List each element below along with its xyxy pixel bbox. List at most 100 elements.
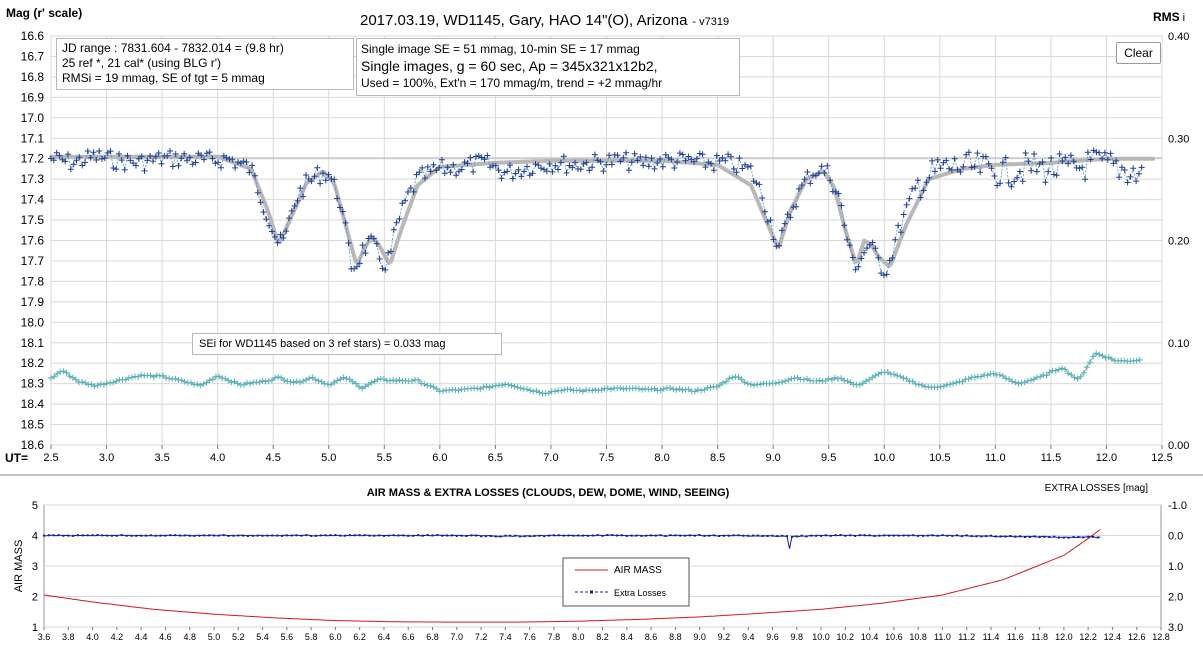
rms-point [971,374,978,381]
bottom-y2-tick-label: -1.0 [1168,500,1187,512]
extra-losses-point [315,534,317,537]
extra-losses-point [1048,536,1051,538]
target-point [1070,158,1077,165]
rms-point [831,374,838,381]
y2-axis-label-main: RMS [1153,10,1180,24]
extra-losses-point [591,534,594,537]
rms-point [362,383,369,390]
target-point [988,165,995,172]
target-point [912,185,919,192]
target-point [657,156,664,162]
target-point [56,152,63,159]
rms-point [648,386,655,393]
extra-losses-point [499,535,502,538]
extra-losses-point [450,534,453,537]
target-point [303,172,309,178]
target-point [467,154,474,161]
extra-losses-point [674,534,677,537]
target-point [708,160,715,167]
rms-point [300,378,306,385]
target-point [662,151,669,158]
target-point [685,153,692,160]
target-point [1050,171,1057,178]
rms-point [915,381,922,388]
rms-point [309,374,316,381]
extra-losses-point [62,534,65,537]
rms-point [872,372,879,379]
target-point [515,166,522,173]
extra-losses-point [465,535,468,537]
rms-point [508,382,515,389]
rms-point [272,374,278,381]
rms-point [884,369,891,376]
target-point [560,153,567,160]
extra-losses-point [586,534,589,537]
target-point [761,208,768,215]
target-point [971,163,978,170]
rms-point [729,374,736,381]
target-point [872,245,879,252]
target-point [844,236,851,243]
rms-point [197,382,204,389]
bottom-x-tick-label: 11.0 [934,632,951,642]
rms-point [738,376,745,383]
target-point [931,168,938,175]
rms-point [779,379,785,385]
rms-point [863,378,869,384]
extra-losses-point [247,535,249,537]
rms-point [990,370,997,377]
rms-series [48,350,1143,397]
target-point [625,167,632,174]
rms-point [94,382,101,389]
extra-losses-point [412,534,415,537]
bottom-chart: AIR MASS & EXTRA LOSSES (CLOUDS, DEW, DO… [0,474,1203,642]
bottom-x-tick-label: 8.0 [572,632,585,642]
target-point [1011,178,1018,185]
rms-point [803,375,810,382]
extra-losses-point [849,534,852,537]
rms-point [1009,378,1016,385]
target-point [424,163,431,170]
bottom-x-tick-label: 11.8 [1031,632,1048,642]
rms-point [433,385,440,392]
target-point [614,152,621,159]
target-point [218,164,224,171]
x-tick-label: 5.0 [321,452,336,464]
rms-point [474,385,481,392]
rms-point [701,386,708,393]
extra-losses-point [960,535,963,538]
extra-losses-point [975,535,978,538]
extra-losses-point [198,534,201,537]
target-point [388,248,394,255]
rms-point [356,383,362,390]
rms-point [100,381,107,388]
extra-losses-point [698,534,701,536]
se-note: SEi for WD1145 based on 3 ref stars) = 0… [192,333,502,355]
extra-losses-point [353,534,356,537]
target-point [654,160,661,166]
extra-losses-point [460,534,463,537]
extra-losses-point [43,534,45,537]
rms-point [1093,350,1100,357]
target-point [744,164,751,170]
target-point [991,173,998,179]
extra-losses-point [829,534,832,537]
rms-point [741,379,748,386]
target-point [827,177,834,184]
target-point [453,172,460,179]
rms-point [667,384,673,391]
target-point [1107,150,1114,157]
clear-button[interactable]: Clear [1116,42,1161,64]
extra-losses-point [373,534,376,537]
y-tick-label: 18.1 [21,336,45,350]
target-point [90,149,97,156]
extra-losses-point [1024,536,1026,538]
rms-point [1012,379,1019,386]
rms-point [1031,376,1037,383]
chart-version: - v7319 [692,16,729,28]
target-point [252,172,258,179]
rms-point [97,380,104,387]
extra-losses-point [67,534,70,537]
extra-losses-point [310,534,313,537]
bottom-x-tick-label: 9.2 [718,632,731,642]
